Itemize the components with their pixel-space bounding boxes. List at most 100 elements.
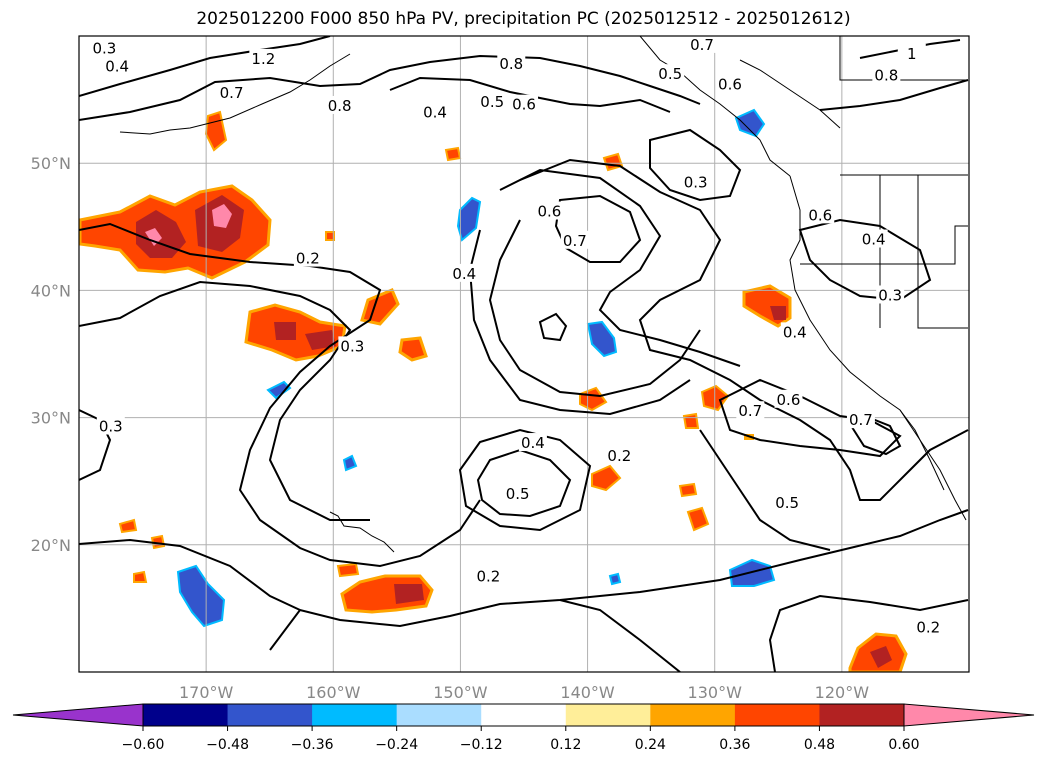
colorbar-tick-label: −0.36 [291,737,334,753]
lon-label: 140°W [560,683,615,702]
colorbar-extend-max [903,703,1035,727]
precip-neg-blob-5 [734,108,766,138]
precip-blob-small-6 [686,506,710,532]
contour-label-bg [535,201,564,220]
hawaii [329,511,395,553]
contour-label-bg [859,229,888,248]
lat-label: 20°N [31,536,71,555]
colorbar-tick-label: −0.48 [206,737,249,753]
pv-contour [538,312,568,342]
bc-coast [739,59,841,129]
precip-blob-small-1 [579,386,608,412]
contour-label-bg [503,483,532,502]
contour-label: 0.6 [808,206,832,224]
latitude-labels: 50°N 40°N 30°N 20°N [31,154,71,555]
colorbar-segment [481,704,567,726]
precip-blob-se-core [870,646,892,668]
contour-label-bg [876,285,905,304]
us-west-coast [789,175,967,521]
precip-blob-small-5 [678,482,698,498]
contour-label: 0.7 [849,411,873,429]
state-border-3 [800,225,968,265]
contour-label-bg [338,336,367,355]
contour-label-bg [217,83,246,102]
graticule [79,36,969,672]
colorbar-tick-label: 0.36 [719,737,750,753]
contour-label-bg [293,248,322,267]
contour-label-bg [681,172,710,191]
pv-contour [519,158,969,501]
contour-label-bg [249,48,278,67]
precip-blob-nw-core [136,210,186,258]
lat-label: 50°N [31,154,71,173]
pv-contours [79,36,969,672]
pv-contour [458,428,592,532]
contour-label-bg [560,230,589,249]
contour-label-bg [103,56,132,75]
contour-label: 0.5 [775,494,799,512]
contour-label: 0.4 [521,434,545,452]
precip-neg-blob-7 [342,454,358,472]
colorbar-tick-label: 0.24 [635,737,666,753]
contour-label: 0.2 [607,447,631,465]
contour-label: 0.5 [480,93,504,111]
contour-label: 0.7 [563,232,587,250]
pv-contour [79,280,370,521]
precip-blob-155w-south-core [394,584,424,604]
contour-labels: 0.30.4 1.20.70.80.80.40.5 0.60.70.50.60.30… [90,34,943,636]
aleutians [119,53,351,135]
contour-label-bg [656,64,685,83]
pv-contour [819,79,969,111]
precip-blob-small-14 [325,231,335,241]
contour-label-bg [497,53,526,72]
contour-label-bg [773,492,802,511]
colorbar-frame [142,703,905,727]
precip-blob-small-13 [336,562,360,578]
contour-label-bg [325,95,354,114]
contour-label: 0.3 [340,337,364,355]
precip-blob-small-4 [682,412,700,429]
province-border [839,36,968,81]
colorbar-tick-label: 0.60 [888,737,919,753]
contour-label: 0.4 [452,265,476,283]
colorbar-segment [143,704,229,726]
precip-blob-nw-peak [212,204,232,228]
colorbar-segment [565,704,651,726]
contour-label: 0.5 [658,65,682,83]
contour-label-bg [510,94,538,113]
contour-label: 1 [907,45,917,63]
pv-contour [649,128,742,202]
contour-label: 0.2 [296,250,320,268]
state-border-2 [917,175,968,329]
colorbar-segment [650,704,736,726]
colorbar-tick-label: −0.12 [460,737,503,753]
contour-label: 0.6 [777,391,801,409]
contour-label: 0.3 [684,173,708,191]
precip-neg-blob-3 [586,320,618,358]
contour-label-bg [518,433,547,452]
contour-label-bg [872,65,901,84]
lon-label: 120°W [815,683,870,702]
pv-contour [768,594,969,672]
pv-contour [554,194,642,263]
contour-label-bg [605,445,634,464]
precip-blob-small-2 [591,464,622,492]
precip-blob-small-10 [118,518,138,534]
longitude-labels: 170°W 160°W 150°W 140°W 130°W 120°W [179,683,869,702]
contour-label-bg [897,43,926,62]
colorbar-tick-label: 0.48 [804,737,835,753]
lon-label: 150°W [433,683,488,702]
precip-neg-blob-2 [456,196,482,242]
lon-label: 170°W [179,683,234,702]
precip-neg-blob-8 [608,572,622,586]
lon-label: 160°W [306,683,361,702]
contour-label: 0.2 [916,618,940,636]
contour-label: 0.4 [105,58,129,76]
colorbar-tick-label: 0.12 [550,737,581,753]
colorbar-tick-label: −0.60 [122,737,165,753]
contour-label-bg [780,322,809,341]
map-title: 2025012200 F000 850 hPa PV, precipitatio… [196,9,851,29]
colorbar: −0.60 −0.48 −0.36 −0.24 −0.12 0.12 0.24 0.36 0.4… [12,703,1035,753]
contour-label: 0.3 [99,418,123,436]
contour-label: 0.3 [92,40,116,58]
